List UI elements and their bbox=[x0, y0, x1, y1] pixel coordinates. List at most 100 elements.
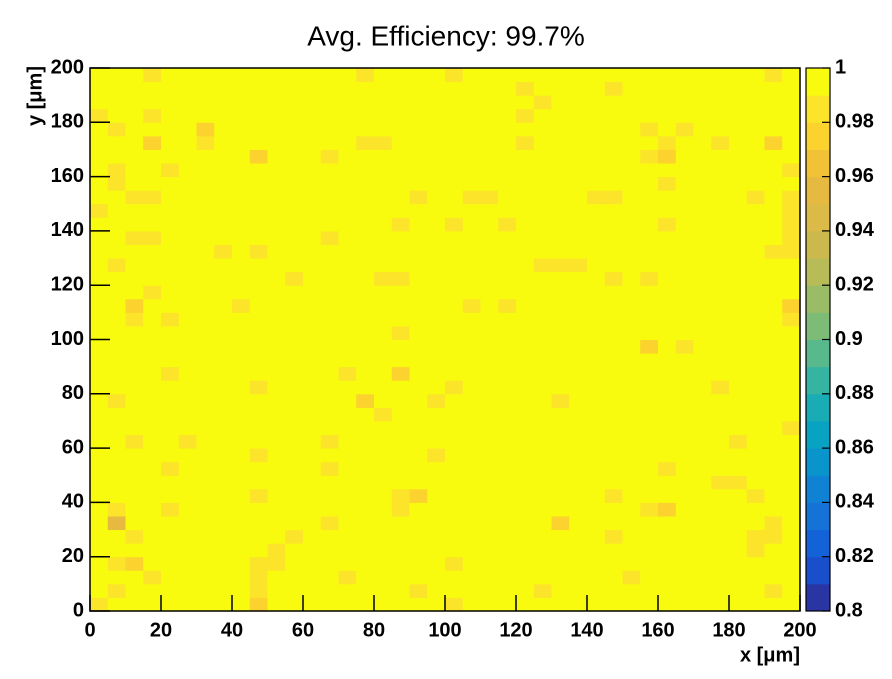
heatmap-cell bbox=[764, 135, 783, 150]
heatmap-cell bbox=[782, 515, 801, 531]
heatmap-cell bbox=[675, 217, 694, 232]
heatmap-cell bbox=[374, 190, 393, 205]
heatmap-cell bbox=[764, 597, 783, 612]
heatmap-cell bbox=[693, 515, 712, 531]
heatmap-cell bbox=[729, 502, 748, 517]
heatmap-cell bbox=[285, 407, 304, 422]
heatmap-cell bbox=[232, 597, 251, 612]
heatmap-cell bbox=[675, 515, 694, 531]
heatmap-cell bbox=[90, 461, 109, 476]
heatmap-cell bbox=[604, 488, 623, 503]
heatmap-cell bbox=[356, 285, 375, 300]
heatmap-cell bbox=[303, 244, 322, 259]
heatmap-cell bbox=[285, 461, 304, 476]
heatmap-cell bbox=[764, 420, 783, 436]
heatmap-cell bbox=[409, 176, 428, 191]
heatmap-cell bbox=[125, 434, 144, 449]
heatmap-cell bbox=[462, 298, 481, 313]
heatmap-cell bbox=[356, 366, 375, 381]
heatmap-cell bbox=[569, 597, 588, 612]
heatmap-cell bbox=[143, 597, 162, 612]
heatmap-cell bbox=[303, 81, 322, 96]
heatmap-cell bbox=[267, 597, 286, 612]
heatmap-cell bbox=[498, 176, 517, 191]
heatmap-cell bbox=[764, 448, 783, 463]
heatmap-cell bbox=[622, 407, 641, 422]
heatmap-cell bbox=[214, 135, 233, 150]
x-tick-label: 100 bbox=[428, 619, 461, 641]
heatmap-cell bbox=[338, 556, 357, 571]
heatmap-cell bbox=[249, 81, 268, 96]
heatmap-cell bbox=[675, 393, 694, 408]
heatmap-cell bbox=[409, 353, 428, 368]
heatmap-cell bbox=[178, 570, 197, 585]
colorbar-swatch bbox=[806, 583, 830, 612]
heatmap-cell bbox=[90, 81, 109, 96]
heatmap-cell bbox=[391, 298, 410, 313]
heatmap-cell bbox=[675, 583, 694, 598]
heatmap-cell bbox=[480, 339, 499, 354]
heatmap-cell bbox=[161, 556, 180, 571]
heatmap-cell bbox=[391, 325, 410, 340]
heatmap-cell bbox=[125, 163, 144, 178]
heatmap-cell bbox=[427, 312, 446, 327]
heatmap-cell bbox=[356, 271, 375, 286]
heatmap-cell bbox=[107, 515, 126, 531]
heatmap-cell bbox=[161, 108, 180, 123]
heatmap-cell bbox=[445, 95, 464, 110]
heatmap-cell bbox=[498, 149, 517, 164]
heatmap-cell bbox=[125, 570, 144, 585]
heatmap-cell bbox=[516, 339, 535, 354]
heatmap-cell bbox=[409, 515, 428, 531]
heatmap-cell bbox=[196, 570, 215, 585]
heatmap-cell bbox=[125, 325, 144, 340]
heatmap-cell bbox=[764, 230, 783, 245]
heatmap-cell bbox=[569, 380, 588, 395]
heatmap-cell bbox=[480, 353, 499, 368]
heatmap-cell bbox=[622, 339, 641, 354]
heatmap-cell bbox=[303, 475, 322, 490]
heatmap-cell bbox=[711, 135, 730, 150]
heatmap-cell bbox=[462, 434, 481, 449]
heatmap-cell bbox=[693, 298, 712, 313]
heatmap-cell bbox=[267, 325, 286, 340]
heatmap-cell bbox=[445, 81, 464, 96]
heatmap-cell bbox=[249, 407, 268, 422]
heatmap-cell bbox=[764, 583, 783, 598]
heatmap-cell bbox=[338, 68, 357, 83]
heatmap-cell bbox=[462, 570, 481, 585]
heatmap-cell bbox=[445, 135, 464, 150]
heatmap-cell bbox=[533, 135, 552, 150]
heatmap-cell bbox=[693, 529, 712, 544]
heatmap-cell bbox=[480, 556, 499, 571]
heatmap-cell bbox=[178, 135, 197, 150]
heatmap-cell bbox=[746, 312, 765, 327]
heatmap-cell bbox=[320, 163, 339, 178]
heatmap-cell bbox=[214, 258, 233, 273]
heatmap-cell bbox=[587, 95, 606, 110]
heatmap-cell bbox=[640, 68, 659, 83]
heatmap-cell bbox=[338, 380, 357, 395]
heatmap-cell bbox=[711, 122, 730, 137]
heatmap-cell bbox=[658, 298, 677, 313]
heatmap-cell bbox=[498, 393, 517, 408]
heatmap-cell bbox=[746, 380, 765, 395]
heatmap-cell bbox=[320, 312, 339, 327]
heatmap-cell bbox=[409, 203, 428, 218]
heatmap-cell bbox=[711, 434, 730, 449]
heatmap-cell bbox=[285, 230, 304, 245]
heatmap-cell bbox=[232, 298, 251, 313]
heatmap-cell bbox=[427, 135, 446, 150]
heatmap-cell bbox=[178, 475, 197, 490]
heatmap-cell bbox=[516, 488, 535, 503]
heatmap-cell bbox=[498, 434, 517, 449]
heatmap-cell bbox=[374, 325, 393, 340]
heatmap-cell bbox=[356, 176, 375, 191]
heatmap-cell bbox=[374, 149, 393, 164]
heatmap-cell bbox=[107, 488, 126, 503]
heatmap-cell bbox=[196, 366, 215, 381]
heatmap-cell bbox=[249, 556, 268, 571]
heatmap-cell bbox=[196, 271, 215, 286]
heatmap-cell bbox=[285, 420, 304, 436]
heatmap-cell bbox=[125, 475, 144, 490]
